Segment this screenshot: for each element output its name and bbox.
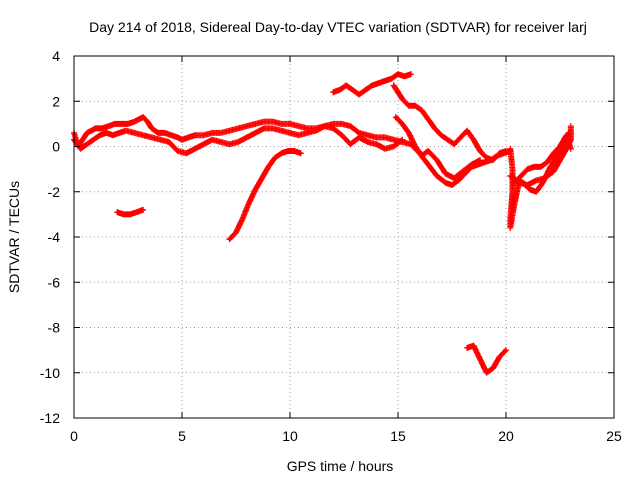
x-axis-label: GPS time / hours bbox=[287, 458, 394, 474]
axis-ticks: 0 5 10 15 20 25 -12 -10 -8 -6 -4 -2 0 2 4 bbox=[40, 48, 622, 444]
y-tick-label: -6 bbox=[48, 274, 61, 290]
y-tick-label: -8 bbox=[48, 320, 61, 336]
x-tick-label: 5 bbox=[178, 428, 186, 444]
y-tick-label: -12 bbox=[40, 410, 60, 426]
data-segment bbox=[114, 206, 147, 218]
data-segment bbox=[464, 342, 509, 376]
data-markers bbox=[330, 71, 414, 98]
chart-title: Day 214 of 2018, Sidereal Day-to-day VTE… bbox=[89, 19, 587, 35]
y-axis-label: SDTVAR / TECUs bbox=[6, 181, 22, 293]
y-tick-label: 0 bbox=[52, 139, 60, 155]
data-series bbox=[71, 71, 574, 376]
data-segment bbox=[390, 82, 509, 164]
grid bbox=[74, 56, 614, 418]
y-tick-label: 2 bbox=[52, 93, 60, 109]
data-markers bbox=[464, 342, 509, 376]
data-segment bbox=[507, 123, 574, 231]
x-tick-label: 25 bbox=[606, 428, 622, 444]
data-markers bbox=[114, 206, 147, 218]
data-markers bbox=[392, 114, 484, 182]
data-markers bbox=[226, 148, 304, 243]
data-markers bbox=[390, 82, 509, 164]
data-segment bbox=[330, 71, 414, 98]
y-tick-label: -10 bbox=[40, 365, 60, 381]
data-markers bbox=[507, 123, 574, 231]
data-markers bbox=[511, 132, 574, 186]
data-segment bbox=[226, 148, 304, 243]
data-segment bbox=[511, 132, 574, 186]
y-tick-label: -4 bbox=[48, 229, 61, 245]
x-tick-label: 15 bbox=[390, 428, 406, 444]
y-tick-label: 4 bbox=[52, 48, 60, 64]
x-tick-label: 10 bbox=[282, 428, 298, 444]
y-tick-label: -2 bbox=[48, 184, 61, 200]
data-segment bbox=[392, 114, 484, 182]
x-tick-label: 0 bbox=[70, 428, 78, 444]
x-tick-label: 20 bbox=[498, 428, 514, 444]
